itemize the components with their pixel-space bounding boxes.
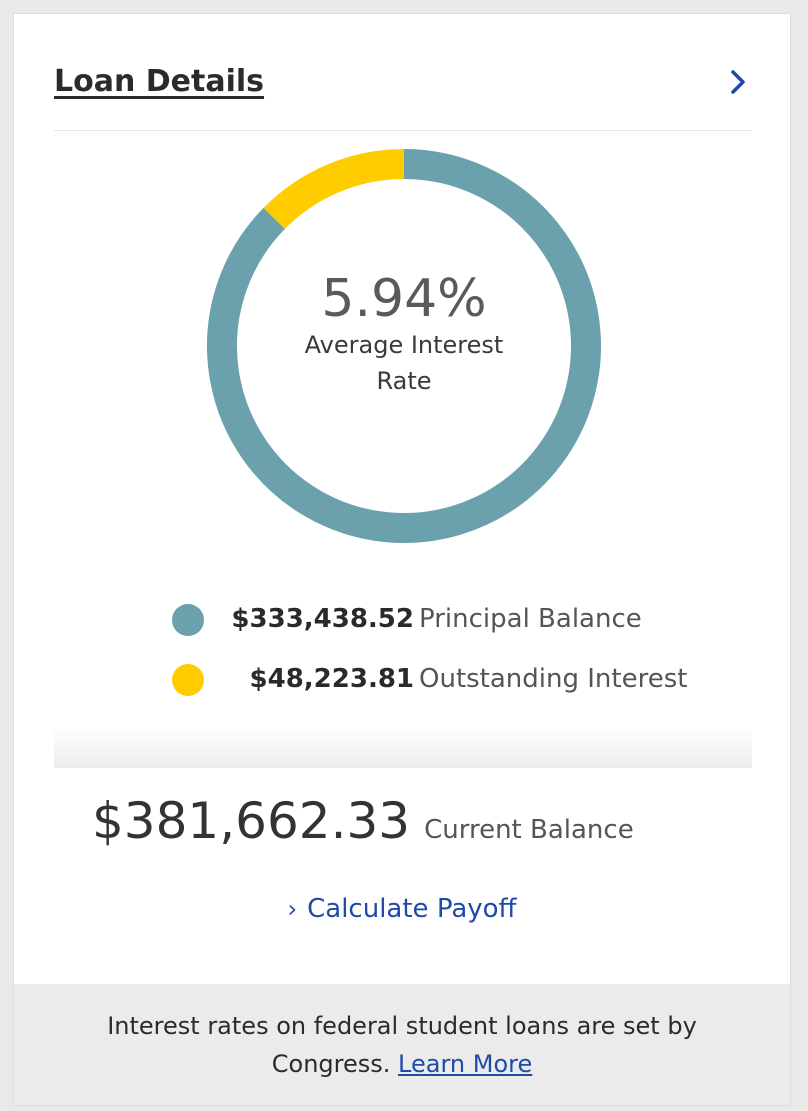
card-header: Loan Details — [54, 54, 752, 131]
current-balance-label: Current Balance — [424, 815, 634, 845]
calculate-payoff-label: Calculate Payoff — [307, 894, 517, 924]
current-balance: $381,662.33 Current Balance — [92, 792, 634, 850]
footer-message: Interest rates on federal student loans … — [107, 1011, 697, 1078]
interest-dot-icon — [172, 664, 204, 696]
footer-note: Interest rates on federal student loans … — [14, 984, 790, 1105]
chart-legend: $333,438.52 Principal Balance $48,223.81… — [164, 599, 724, 719]
loan-details-card: Loan Details 5.94% Average Interest Rate… — [14, 14, 790, 1105]
calculate-payoff-link[interactable]: › Calculate Payoff — [14, 894, 790, 924]
outstanding-interest-label: Outstanding Interest — [419, 664, 688, 694]
footer-text: Interest rates on federal student loans … — [62, 1007, 742, 1083]
interest-donut-chart: 5.94% Average Interest Rate — [204, 146, 604, 546]
divider-band — [54, 726, 752, 768]
legend-item-interest: $48,223.81 Outstanding Interest — [164, 659, 724, 719]
principal-balance-label: Principal Balance — [419, 604, 642, 634]
average-interest-rate-label: Average Interest Rate — [304, 331, 504, 395]
donut-center: 5.94% Average Interest Rate — [204, 146, 604, 546]
principal-dot-icon — [172, 604, 204, 636]
learn-more-link[interactable]: Learn More — [398, 1049, 533, 1078]
loan-details-title[interactable]: Loan Details — [54, 64, 265, 99]
legend-item-principal: $333,438.52 Principal Balance — [164, 599, 724, 659]
current-balance-amount: $381,662.33 — [92, 792, 411, 850]
principal-arc — [207, 149, 601, 543]
average-interest-rate: 5.94% — [321, 269, 487, 329]
donut-svg — [207, 149, 601, 543]
chevron-right-icon[interactable] — [724, 64, 752, 100]
chevron-right-icon: › — [287, 895, 298, 923]
interest-arc — [263, 149, 405, 230]
principal-balance-value: $333,438.52 — [231, 604, 414, 634]
outstanding-interest-value: $48,223.81 — [249, 664, 414, 694]
